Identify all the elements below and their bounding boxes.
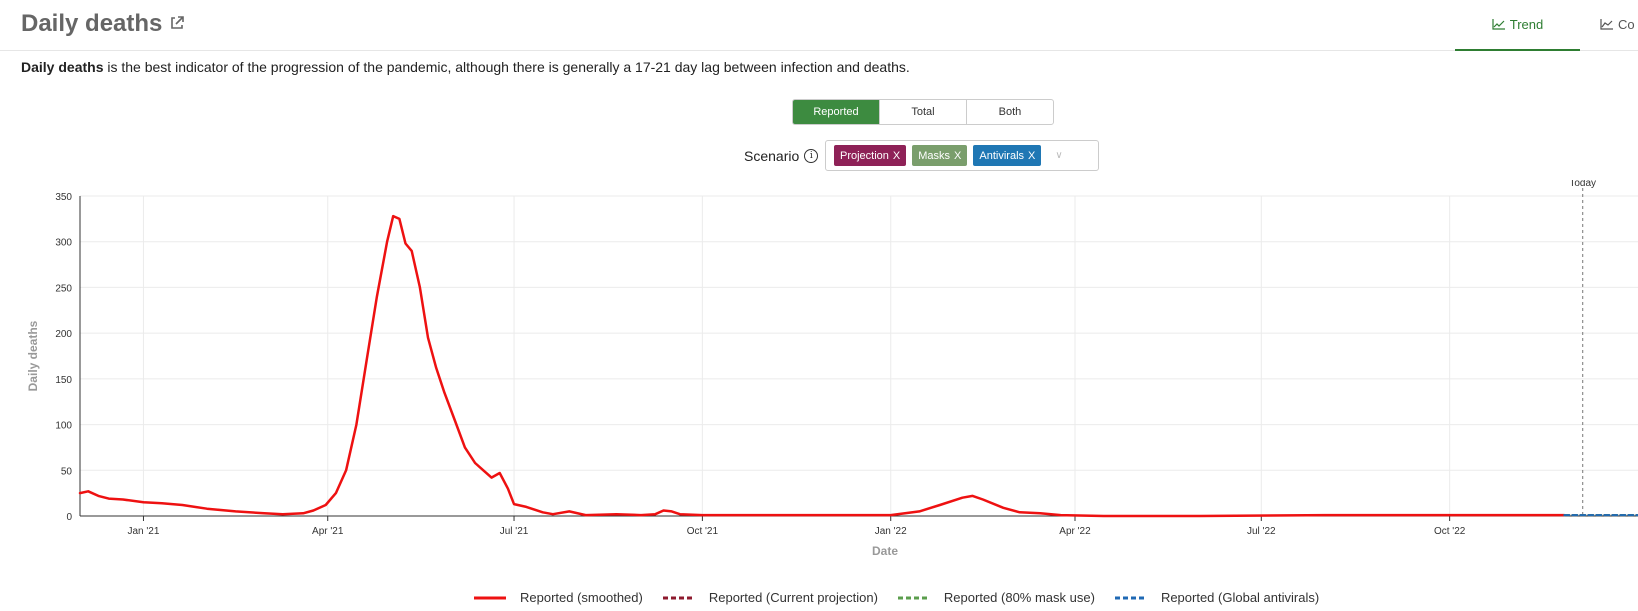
y-tick-label: 250: [55, 283, 72, 294]
scenario-select[interactable]: Projection X Masks X Antivirals X ∨: [825, 140, 1099, 171]
remove-chip-icon[interactable]: X: [954, 149, 962, 162]
legend-swatch: [897, 596, 930, 599]
today-label: Today: [1569, 180, 1596, 189]
y-tick-label: 100: [55, 421, 72, 432]
description: Daily deaths is the best indicator of th…: [21, 59, 910, 75]
remove-chip-icon[interactable]: X: [1028, 149, 1036, 162]
header: Daily deaths Trend Co: [0, 0, 1638, 51]
page-title: Daily deaths: [21, 10, 163, 37]
x-tick-label: Oct '21: [687, 526, 719, 537]
x-tick-label: Jan '21: [127, 526, 159, 537]
tab-trend-label: Trend: [1509, 17, 1544, 32]
x-tick-label: Jul '22: [1247, 526, 1276, 537]
x-axis-title: Date: [872, 544, 898, 558]
scenario-chip-antivirals[interactable]: Antivirals X: [973, 145, 1042, 166]
x-tick-label: Jan '22: [875, 526, 907, 537]
area-chart-icon: [1600, 19, 1613, 30]
y-axis-title: Daily deaths: [26, 320, 40, 391]
tab-trend[interactable]: Trend: [1455, 0, 1580, 51]
daily-deaths-chart: 0 50 100 150 200 250 300 350 Jan '21 Apr '21 Jul '…: [26, 180, 1638, 558]
chevron-down-icon[interactable]: ∨: [1055, 150, 1063, 161]
tab-compare-label: Co: [1618, 17, 1635, 32]
chip-label: Projection: [840, 149, 889, 162]
x-tick-label: Jul '21: [500, 526, 529, 537]
remove-chip-icon[interactable]: X: [892, 149, 901, 162]
description-bold: Daily deaths: [21, 59, 104, 75]
series-line-0: [78, 214, 1566, 518]
chart-legend: Reported (smoothed) Reported (Current pr…: [474, 590, 1319, 605]
x-tick-label: Apr '22: [1059, 526, 1091, 537]
y-tick-label: 350: [55, 192, 72, 203]
x-tick-label: Oct '22: [1434, 526, 1466, 537]
scenario-label-text: Scenario: [744, 148, 800, 164]
toggle-reported[interactable]: Reported: [793, 100, 879, 124]
legend-item-masks[interactable]: Reported (80% mask use): [897, 590, 1095, 605]
legend-item-antivirals[interactable]: Reported (Global antivirals): [1114, 590, 1320, 605]
scenario-label: Scenario i: [744, 148, 819, 164]
y-tick-label: 50: [61, 466, 73, 477]
legend-label: Reported (Current projection): [708, 590, 878, 605]
description-text: is the best indicator of the progression…: [103, 59, 910, 75]
y-tick-label: 0: [66, 512, 72, 523]
value-type-toggle: Reported Total Both: [792, 99, 1054, 125]
scenario-chip-masks[interactable]: Masks X: [912, 145, 968, 166]
legend-item-projection[interactable]: Reported (Current projection): [662, 590, 878, 605]
y-tick-label: 300: [55, 238, 72, 249]
external-link-icon[interactable]: [170, 16, 184, 30]
line-chart-icon: [1492, 19, 1505, 30]
toggle-both[interactable]: Both: [966, 100, 1053, 124]
scenario-chip-projection[interactable]: Projection X: [834, 145, 907, 166]
info-icon[interactable]: i: [804, 149, 819, 163]
chip-label: Antivirals: [979, 149, 1025, 162]
y-tick-label: 200: [55, 329, 72, 340]
chip-label: Masks: [918, 149, 951, 162]
legend-swatch: [474, 596, 506, 599]
legend-swatch: [1114, 596, 1147, 599]
y-tick-label: 150: [55, 375, 72, 386]
legend-label: Reported (80% mask use): [943, 590, 1095, 605]
tab-compare[interactable]: Co: [1600, 0, 1635, 49]
toggle-total[interactable]: Total: [879, 100, 966, 124]
legend-item-smoothed[interactable]: Reported (smoothed): [474, 590, 643, 605]
legend-label: Reported (Global antivirals): [1160, 590, 1320, 605]
x-tick-label: Apr '21: [312, 526, 344, 537]
legend-label: Reported (smoothed): [520, 590, 643, 605]
legend-swatch: [662, 596, 695, 599]
